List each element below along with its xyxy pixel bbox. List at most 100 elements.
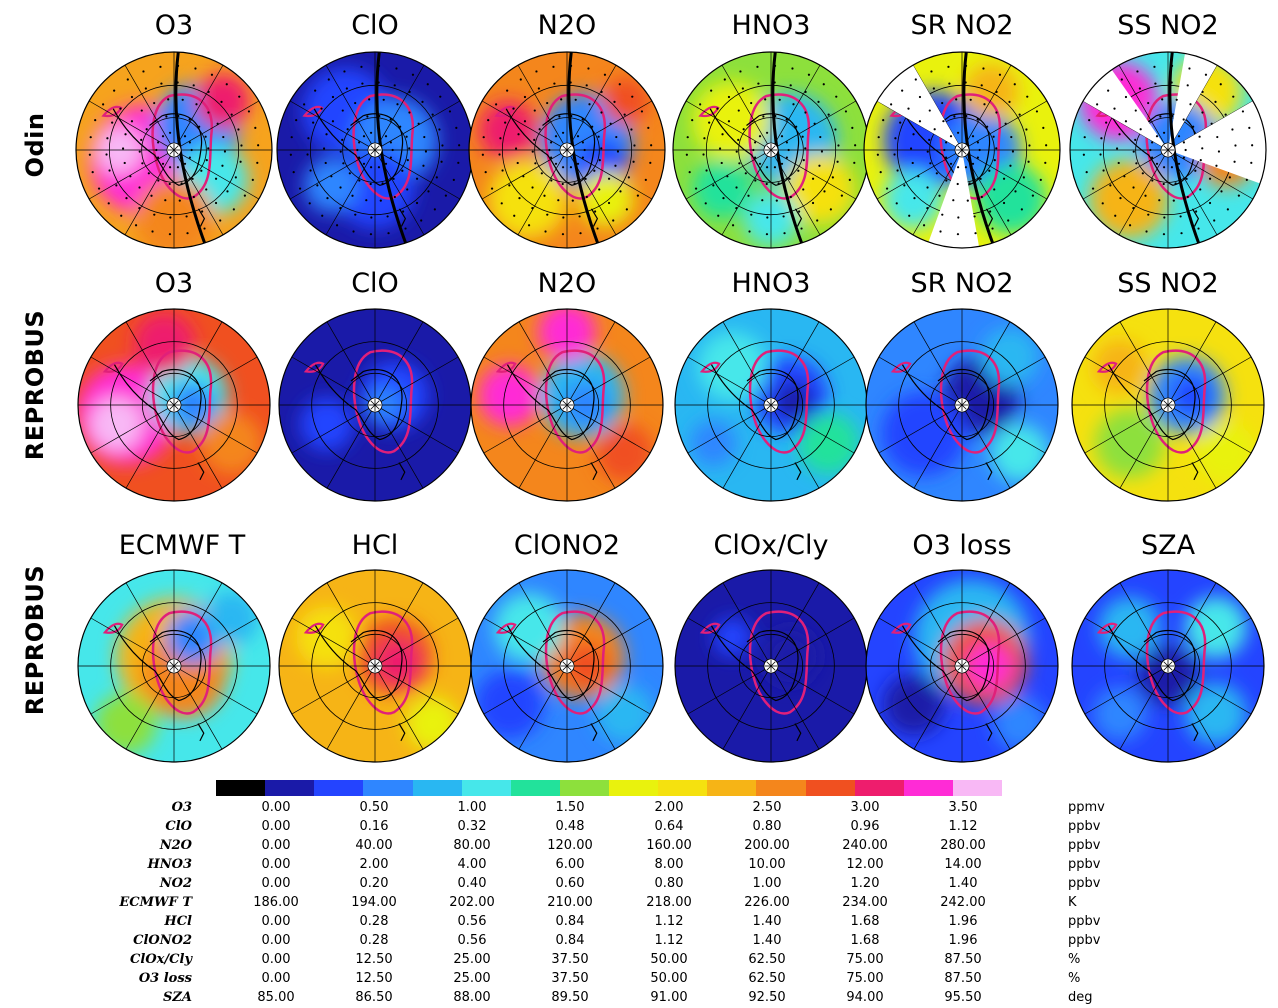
- measurement-point: [238, 95, 241, 98]
- measurement-point: [408, 147, 411, 150]
- measurement-point: [239, 160, 242, 163]
- coastline: [710, 364, 802, 481]
- legend-value: 3.00: [850, 800, 880, 815]
- measurement-point: [358, 179, 361, 182]
- measurement-point: [160, 82, 163, 85]
- measurement-point: [1182, 156, 1185, 159]
- measurement-point: [1151, 179, 1154, 182]
- pole-marker-icon: [1160, 658, 1176, 674]
- coastline: [1107, 364, 1199, 481]
- measurement-point: [964, 131, 968, 134]
- measurement-point: [1134, 138, 1137, 141]
- measurement-point: [717, 214, 720, 217]
- measurement-point: [183, 135, 187, 138]
- measurement-point: [914, 78, 917, 81]
- measurement-point: [151, 230, 154, 233]
- measurement-point: [1208, 177, 1212, 180]
- measurement-point: [581, 156, 584, 159]
- measurement-point: [854, 144, 857, 147]
- measurement-point: [155, 148, 158, 152]
- measurement-point: [257, 144, 260, 147]
- measurement-point: [1147, 101, 1150, 105]
- measurement-point: [1139, 128, 1142, 131]
- measurement-point: [932, 87, 935, 90]
- measurement-point: [773, 131, 777, 134]
- panel-title-odin-clo: ClO: [351, 10, 399, 41]
- measurement-point: [802, 159, 805, 162]
- polar-map-reprobus-derived-3: [470, 569, 664, 763]
- measurement-point: [741, 87, 744, 90]
- measurement-point: [1170, 166, 1174, 169]
- measurement-point: [195, 103, 198, 106]
- measurement-point: [331, 95, 335, 99]
- measurement-point: [822, 83, 825, 86]
- measurement-point: [358, 141, 361, 144]
- measurement-point: [727, 95, 731, 99]
- measurement-point: [1117, 161, 1120, 165]
- vortex-edge-contour: [352, 610, 414, 715]
- measurement-point: [188, 118, 191, 121]
- measurement-point: [1007, 219, 1010, 222]
- polar-map-reprobus-6: [1071, 308, 1265, 502]
- panel-title-reprobus-clo: ClO: [351, 268, 399, 299]
- measurement-point: [1204, 73, 1208, 76]
- measurement-point: [573, 182, 576, 185]
- measurement-point: [343, 70, 346, 73]
- legend-value: 194.00: [351, 895, 397, 910]
- measurement-point: [226, 190, 229, 193]
- measurement-point: [140, 138, 143, 141]
- legend-value: 25.00: [453, 952, 491, 967]
- measurement-point: [739, 70, 742, 73]
- measurement-point: [1210, 122, 1213, 125]
- measurement-point: [404, 227, 407, 230]
- measurement-point: [1248, 126, 1251, 129]
- map-outline: [865, 569, 1059, 763]
- measurement-point: [953, 115, 956, 118]
- pole-marker-icon: [367, 397, 383, 413]
- measurement-point: [813, 122, 816, 125]
- measurement-point: [918, 95, 922, 99]
- panel-title-sza: SZA: [1140, 530, 1196, 561]
- measurement-point: [1044, 161, 1047, 164]
- measurement-point: [183, 162, 187, 165]
- measurement-point: [341, 109, 344, 112]
- measurement-point: [644, 178, 647, 181]
- measurement-point: [1120, 78, 1123, 81]
- measurement-point: [685, 153, 688, 156]
- measurement-point: [230, 113, 233, 116]
- coastline: [113, 364, 205, 481]
- legend-value: 62.50: [748, 971, 786, 986]
- measurement-point: [444, 194, 447, 197]
- measurement-point: [369, 233, 373, 236]
- measurement-point: [625, 208, 628, 211]
- map-outline: [75, 51, 273, 249]
- legend-unit: deg: [1068, 990, 1093, 1005]
- measurement-point: [111, 121, 114, 124]
- measurement-point: [205, 188, 208, 191]
- measurement-point: [588, 103, 591, 106]
- measurement-point: [791, 67, 794, 70]
- measurement-point: [844, 110, 848, 113]
- legend-value: 25.00: [453, 971, 491, 986]
- legend-variable-name: HCl: [164, 914, 192, 929]
- colorbar-segment: [952, 780, 1002, 796]
- measurement-point: [1217, 150, 1221, 153]
- measurement-point: [550, 156, 553, 159]
- measurement-point: [377, 166, 381, 169]
- measurement-point: [210, 73, 214, 76]
- measurement-point: [523, 95, 527, 99]
- legend-value: 37.50: [551, 952, 589, 967]
- panel-title-hcl: HCl: [351, 530, 399, 561]
- measurement-point: [956, 182, 959, 186]
- measurement-point: [142, 70, 145, 73]
- measurement-point: [168, 182, 171, 186]
- legend-unit: ppbv: [1068, 914, 1101, 929]
- measurement-point: [1197, 227, 1200, 230]
- map-outline: [863, 51, 1061, 249]
- measurement-point: [831, 176, 834, 179]
- measurement-point: [365, 199, 368, 202]
- legend-value: 1.50: [555, 800, 585, 815]
- legend-value: 86.50: [355, 990, 393, 1005]
- measurement-point: [1245, 178, 1248, 181]
- measurement-point: [968, 182, 971, 185]
